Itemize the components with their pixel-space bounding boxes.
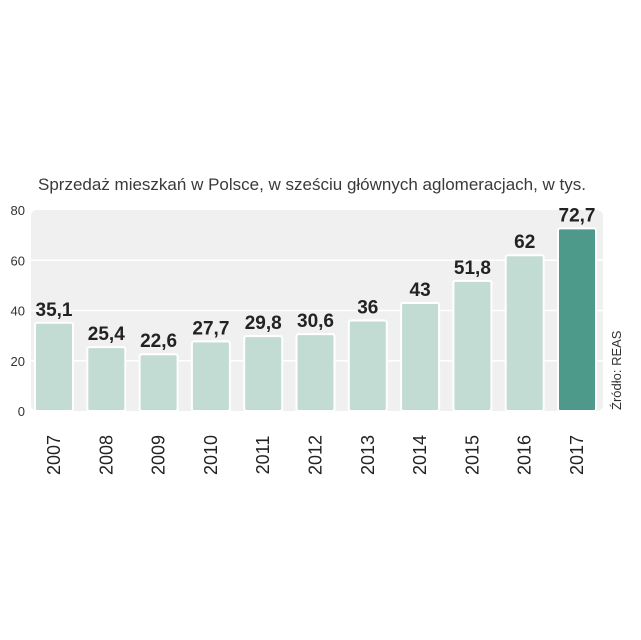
bar-2007: [34, 321, 74, 412]
value-labels: 35,1 25,4 22,6 27,7 29,8 30,6 36 43 51,8 62 72,7: [36, 205, 596, 352]
source-label: Źródło: REAS: [609, 330, 624, 410]
value-label-2014: 43: [410, 280, 431, 301]
bar-2016: [504, 254, 545, 412]
value-label-2017: 72,7: [559, 205, 596, 226]
x-tick-label-2007: 2007: [44, 435, 64, 475]
bar-2008: [86, 346, 127, 412]
x-tick-label-2017: 2017: [567, 435, 587, 475]
value-label-2016: 62: [514, 232, 535, 253]
value-label-2009: 22,6: [140, 331, 177, 352]
bars: [34, 227, 597, 413]
x-tick-label-2016: 2016: [515, 435, 535, 475]
bar-2013: [347, 319, 388, 412]
y-tick-label: 40: [11, 304, 25, 319]
x-tick-label-2009: 2009: [149, 435, 169, 475]
bar-2011: [243, 335, 284, 412]
value-label-2010: 27,7: [192, 318, 229, 339]
bar-2014: [400, 301, 441, 412]
y-axis: 0 20 40 60 80: [11, 203, 25, 419]
y-tick-label: 0: [18, 404, 25, 419]
x-axis: 2007 2008 2009 2010 2011 2012 2013 2014 2015 2016…: [44, 435, 587, 475]
bar-2015: [452, 279, 493, 413]
chart-title: Sprzedaż mieszkań w Polsce, w sześciu gł…: [38, 175, 586, 194]
value-label-2012: 30,6: [297, 311, 334, 332]
value-label-2007: 35,1: [36, 300, 73, 321]
value-label-2015: 51,8: [454, 258, 491, 279]
x-tick-label-2013: 2013: [358, 435, 378, 475]
x-tick-label-2011: 2011: [253, 436, 273, 475]
x-tick-label-2010: 2010: [201, 435, 221, 475]
bar-2009: [138, 353, 179, 412]
value-label-2008: 25,4: [88, 324, 125, 345]
value-label-2011: 29,8: [245, 313, 282, 334]
x-tick-label-2014: 2014: [410, 435, 430, 475]
x-tick-label-2008: 2008: [96, 435, 116, 475]
y-tick-label: 80: [11, 203, 25, 218]
y-tick-label: 20: [11, 354, 25, 369]
x-tick-label-2012: 2012: [306, 435, 326, 475]
x-tick-label-2015: 2015: [462, 435, 482, 475]
value-label-2013: 36: [357, 298, 378, 319]
y-tick-label: 60: [11, 253, 25, 268]
bar-2010: [190, 340, 231, 412]
bar-2012: [295, 333, 336, 412]
bar-2017: [557, 227, 597, 412]
